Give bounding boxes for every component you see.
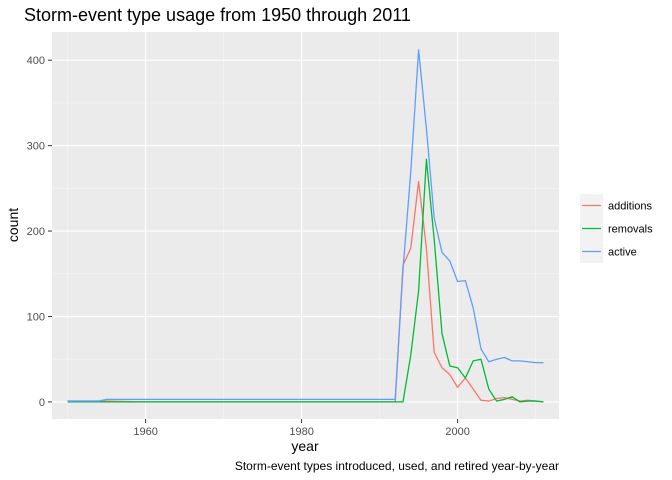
chart-caption: Storm-event types introduced, used, and … — [235, 459, 559, 473]
legend-label-removals: removals — [608, 224, 653, 236]
x-tick-label: 2000 — [445, 426, 469, 438]
y-axis-title: count — [5, 208, 21, 242]
x-tick-label: 1980 — [289, 426, 313, 438]
x-axis: 1960 1980 2000 — [133, 419, 470, 438]
chart-title: Storm-event type usage from 1950 through… — [24, 5, 411, 25]
legend: additions removals active — [580, 194, 653, 263]
x-tick-label: 1960 — [133, 426, 157, 438]
y-tick-label: 400 — [27, 55, 45, 67]
series-line-active — [67, 49, 544, 402]
y-tick-label: 200 — [27, 226, 45, 238]
series-line-removals — [67, 158, 544, 403]
legend-label-additions: additions — [608, 201, 653, 213]
minor-gridlines — [52, 32, 559, 419]
legend-label-active: active — [608, 247, 637, 259]
plot-panel — [52, 32, 559, 419]
y-tick-label: 0 — [39, 397, 45, 409]
x-axis-title: year — [291, 438, 319, 454]
series-lines — [67, 49, 544, 403]
y-tick-label: 300 — [27, 141, 45, 153]
y-tick-label: 100 — [27, 311, 45, 323]
y-axis: 0 100 200 300 400 — [27, 55, 52, 409]
